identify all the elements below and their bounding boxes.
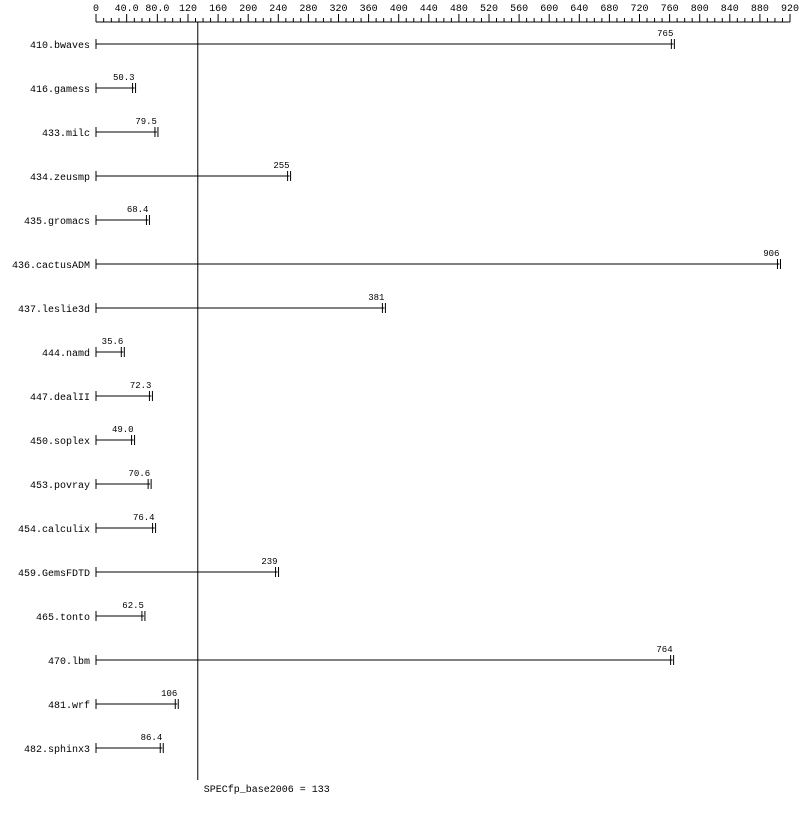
axis-tick-label: 560: [510, 4, 528, 15]
benchmark-label: 481.wrf: [48, 700, 90, 712]
axis-tick-label: 520: [480, 4, 498, 15]
benchmark-value-label: 35.6: [102, 337, 124, 347]
benchmark-value-label: 106: [161, 689, 177, 699]
axis-tick-label: 240: [269, 4, 287, 15]
benchmark-label: 436.cactusADM: [12, 261, 90, 272]
axis-tick-label: 600: [540, 4, 558, 15]
axis-tick-label: 400: [390, 4, 408, 15]
benchmark-label: 453.povray: [30, 481, 90, 492]
footer-label: SPECfp_base2006 = 133: [204, 784, 330, 796]
axis-tick-label: 480: [450, 4, 468, 15]
benchmark-label: 470.lbm: [48, 656, 90, 668]
benchmark-value-label: 72.3: [130, 381, 152, 391]
axis-tick-label: 440: [420, 4, 438, 15]
axis-tick-label: 160: [209, 4, 227, 15]
benchmark-value-label: 68.4: [127, 205, 149, 215]
benchmark-value-label: 50.3: [113, 73, 135, 83]
axis-tick-label: 840: [721, 4, 739, 15]
benchmark-label: 459.GemsFDTD: [18, 569, 90, 580]
benchmark-value-label: 86.4: [141, 733, 163, 743]
axis-tick-label: 360: [360, 4, 378, 15]
axis-tick-label: 280: [299, 4, 317, 15]
benchmark-label: 410.bwaves: [30, 40, 90, 52]
benchmark-value-label: 381: [368, 293, 384, 303]
benchmark-label: 434.zeusmp: [30, 173, 90, 184]
axis-tick-label: 800: [691, 4, 709, 15]
benchmark-label: 435.gromacs: [24, 217, 90, 228]
axis-tick-label: 680: [600, 4, 618, 15]
benchmark-label: 450.soplex: [30, 436, 90, 448]
benchmark-value-label: 239: [261, 557, 277, 567]
axis-tick-label: 40.0: [115, 4, 139, 15]
benchmark-value-label: 49.0: [112, 425, 134, 435]
axis-tick-label: 80.0: [145, 4, 169, 15]
benchmark-label: 482.sphinx3: [24, 744, 90, 756]
benchmark-label: 433.milc: [42, 128, 90, 140]
benchmark-value-label: 765: [657, 29, 673, 39]
benchmark-label: 416.gamess: [30, 85, 90, 96]
benchmark-label: 454.calculix: [18, 524, 90, 536]
benchmark-label: 444.namd: [42, 348, 90, 360]
benchmark-value-label: 764: [656, 645, 672, 655]
benchmark-value-label: 906: [763, 249, 779, 259]
axis-tick-label: 320: [329, 4, 347, 15]
benchmark-value-label: 70.6: [129, 469, 151, 479]
benchmark-label: 447.dealII: [30, 392, 90, 404]
axis-tick-label: 920: [781, 4, 799, 15]
axis-tick-label: 120: [179, 4, 197, 15]
benchmark-value-label: 76.4: [133, 513, 155, 523]
benchmark-label: 465.tonto: [36, 613, 90, 624]
benchmark-value-label: 62.5: [122, 601, 144, 611]
benchmark-value-label: 255: [273, 161, 289, 171]
axis-tick-label: 200: [239, 4, 257, 15]
benchmark-value-label: 79.5: [135, 117, 157, 127]
axis-tick-label: 640: [570, 4, 588, 15]
axis-tick-label: 880: [751, 4, 769, 15]
benchmark-label: 437.leslie3d: [18, 304, 90, 316]
spec-benchmark-chart: 0 40.0 80.0 120 160 200 240 280 320 360 400 440 480 5…: [0, 0, 799, 831]
axis-tick-label: 720: [630, 4, 648, 15]
axis-tick-label: 0: [93, 4, 99, 15]
axis-tick-label: 760: [661, 4, 679, 15]
